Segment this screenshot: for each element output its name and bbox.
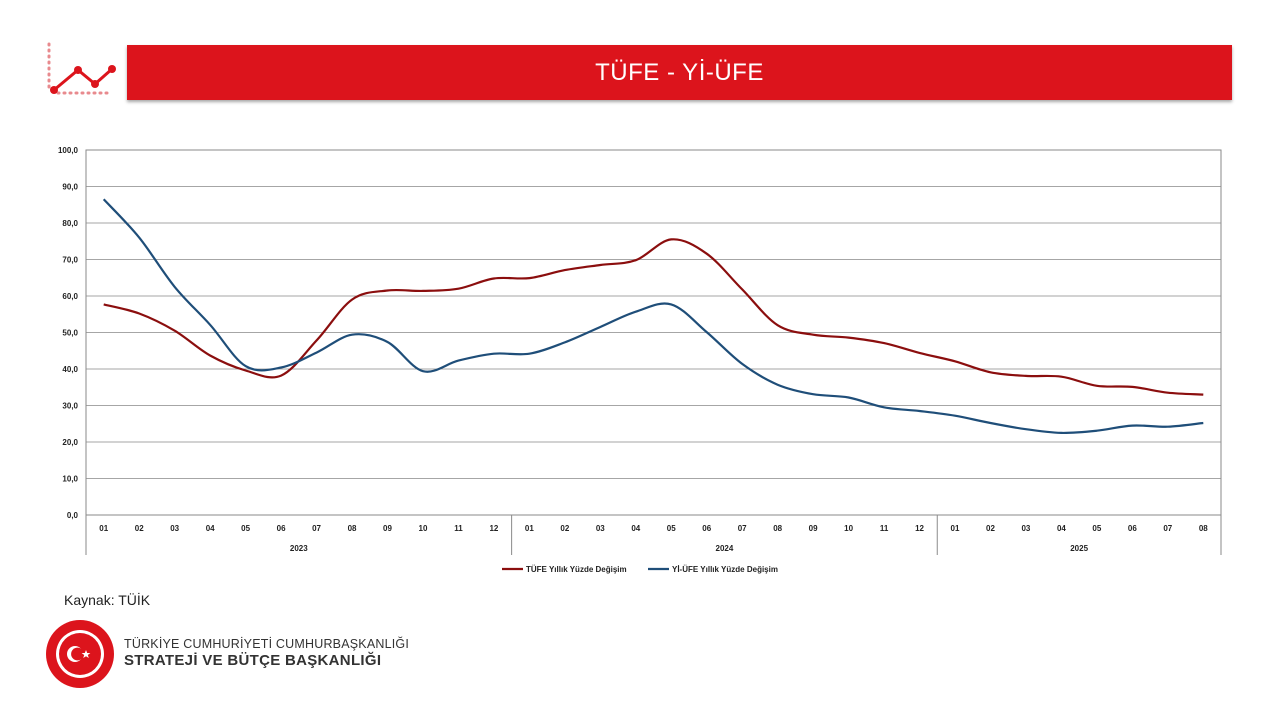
x-tick-label: 01 bbox=[99, 524, 108, 533]
y-tick-label: 70,0 bbox=[62, 256, 78, 265]
x-tick-label: 12 bbox=[489, 524, 498, 533]
x-tick-label: 04 bbox=[1057, 524, 1066, 533]
plot-area bbox=[85, 149, 1222, 516]
y-tick-label: 10,0 bbox=[62, 475, 78, 484]
x-tick-label: 04 bbox=[206, 524, 215, 533]
x-tick-label: 04 bbox=[631, 524, 640, 533]
legend-label: Yİ-ÜFE Yıllık Yüzde Değişim bbox=[672, 565, 778, 574]
x-tick-label: 11 bbox=[454, 524, 463, 533]
x-tick-label: 09 bbox=[809, 524, 818, 533]
x-tick-label: 07 bbox=[738, 524, 747, 533]
tufe-series-line bbox=[103, 238, 1204, 396]
organization-line2: STRATEJİ VE BÜTÇE BAŞKANLIĞI bbox=[124, 652, 382, 669]
x-tick-label: 03 bbox=[1021, 524, 1030, 533]
y-tick-label: 20,0 bbox=[62, 438, 78, 447]
y-tick-label: 80,0 bbox=[62, 219, 78, 228]
x-tick-label: 06 bbox=[702, 524, 711, 533]
x-tick-label: 01 bbox=[525, 524, 534, 533]
x-tick-label: 02 bbox=[986, 524, 995, 533]
x-tick-label: 07 bbox=[312, 524, 321, 533]
x-tick-label: 02 bbox=[560, 524, 569, 533]
x-tick-label: 08 bbox=[1199, 524, 1208, 533]
line-chart: 0,0 10,0 20,0 30,0 40,0 50,0 60,0 70,0 80,0 90,0 1… bbox=[58, 146, 1222, 574]
x-tick-label: 09 bbox=[383, 524, 392, 533]
x-tick-label: 06 bbox=[277, 524, 286, 533]
x-tick-label: 05 bbox=[667, 524, 676, 533]
institution-seal-icon bbox=[46, 620, 114, 688]
x-tick-label: 03 bbox=[596, 524, 605, 533]
yiufe-series-line bbox=[102, 198, 1204, 435]
title-banner: TÜFE - Yİ-ÜFE bbox=[127, 45, 1232, 100]
organization-line1: TÜRKİYE CUMHURİYETİ CUMHURBAŞKANLIĞI bbox=[124, 637, 410, 651]
y-tick-label: 100,0 bbox=[58, 146, 79, 155]
x-tick-label: 10 bbox=[844, 524, 853, 533]
x-tick-label: 02 bbox=[135, 524, 144, 533]
legend-label: TÜFE Yıllık Yüzde Değişim bbox=[526, 565, 627, 574]
y-tick-label: 60,0 bbox=[62, 292, 78, 301]
y-tick-label: 50,0 bbox=[62, 329, 78, 338]
x-tick-label: 10 bbox=[419, 524, 428, 533]
y-tick-label: 0,0 bbox=[67, 511, 79, 520]
y-tick-label: 90,0 bbox=[62, 183, 78, 192]
x-group-label: 2024 bbox=[716, 544, 734, 553]
x-tick-label: 07 bbox=[1163, 524, 1172, 533]
x-tick-label: 08 bbox=[773, 524, 782, 533]
y-tick-label: 40,0 bbox=[62, 365, 78, 374]
x-tick-label: 11 bbox=[880, 524, 889, 533]
x-tick-label: 08 bbox=[348, 524, 357, 533]
x-tick-label: 03 bbox=[170, 524, 179, 533]
x-group-label: 2023 bbox=[290, 544, 308, 553]
x-tick-label: 05 bbox=[1092, 524, 1101, 533]
source-label: Kaynak: TÜİK bbox=[64, 592, 151, 608]
x-tick-label: 05 bbox=[241, 524, 250, 533]
x-tick-label: 12 bbox=[915, 524, 924, 533]
x-group-label: 2025 bbox=[1070, 544, 1088, 553]
x-tick-label: 06 bbox=[1128, 524, 1137, 533]
x-tick-label: 01 bbox=[951, 524, 960, 533]
trend-line-icon bbox=[47, 42, 116, 95]
y-tick-label: 30,0 bbox=[62, 402, 78, 411]
page-title: TÜFE - Yİ-ÜFE bbox=[595, 58, 764, 86]
